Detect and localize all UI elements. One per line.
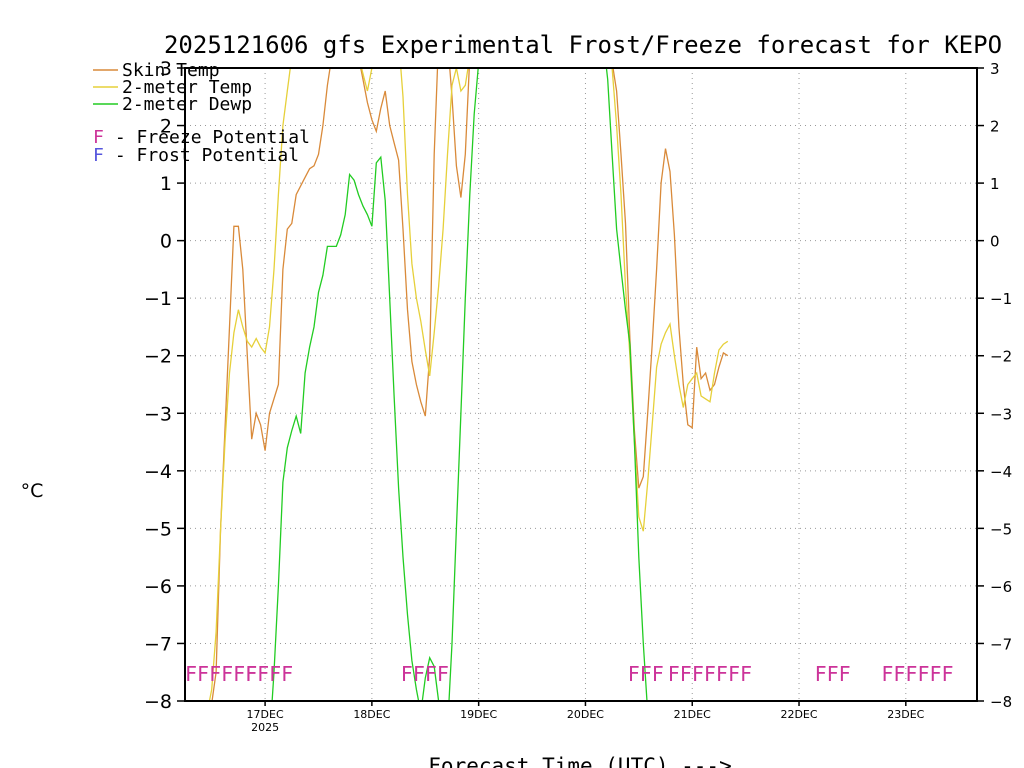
plot-frame (184, 67, 978, 702)
legend-freeze-label: - Freeze Potential (104, 127, 310, 148)
y-right-tick-label: −6 (990, 578, 1012, 596)
y-right-tick-label: 3 (990, 60, 1000, 78)
legend-frost-label: - Frost Potential (104, 145, 299, 166)
y-tick-label: 1 (160, 173, 172, 195)
x-tick-label: 22DEC (780, 708, 817, 721)
freeze-flag: FFFF (401, 662, 449, 686)
y-tick-label: −5 (144, 518, 172, 540)
gridlines (185, 68, 977, 701)
legend-label-dewp: 2-meter Dewp (122, 94, 252, 115)
y-tick-label: 3 (160, 58, 172, 80)
x-tick-label: 21DEC (674, 708, 711, 721)
y-tick-label: 0 (160, 231, 172, 253)
legend-frost-letter: F (93, 145, 104, 166)
freeze-flag: FFFFFF (185, 662, 257, 686)
y-axis-label: °C (21, 480, 44, 502)
y-right-tick-label: −5 (990, 520, 1012, 538)
y-tick-label: −6 (144, 576, 172, 598)
y-right-tick-label: −3 (990, 405, 1012, 423)
x-tick-label: 20DEC (567, 708, 604, 721)
y-right-tick-label: 0 (990, 233, 1000, 251)
freeze-flag: FFF (815, 662, 851, 686)
series-line-2-meter-dewp-2 (271, 68, 479, 701)
y-right-tick-label: −2 (990, 348, 1012, 366)
series-line-2-meter-temp-1 (208, 68, 469, 701)
y-tick-label: −8 (144, 691, 172, 713)
series-lines (185, 68, 729, 701)
y-axis-right: 3 2 1 0 −1 −2 −3 −4 −5 −6 −7 −8 (977, 60, 1012, 711)
y-right-tick-label: 2 (990, 118, 1000, 136)
y-tick-label: −1 (144, 288, 172, 310)
series-line-2-meter-dewp-5 (605, 68, 648, 701)
x-axis-label: Forecast Time (UTC) ---> (428, 754, 731, 768)
y-tick-label: −2 (144, 346, 172, 368)
freeze-flag: FFFFFFF (668, 662, 752, 686)
legend-label-skin: Skin Temp (122, 60, 220, 81)
legend-label-temp: 2-meter Temp (122, 77, 252, 98)
freeze-flag: FFFFFF (881, 662, 953, 686)
y-right-tick-label: −8 (990, 693, 1012, 711)
series-line-skin-temp-0 (185, 68, 470, 701)
y-right-tick-label: −1 (990, 290, 1012, 308)
y-right-tick-label: 1 (990, 175, 1000, 193)
chart-title: 2025121606 gfs Experimental Frost/Freeze… (164, 31, 1002, 59)
y-axis-left: 3 2 1 0 −1 −2 −3 −4 −5 −6 −7 −8 (144, 58, 185, 713)
x-tick-label: 19DEC (460, 708, 497, 721)
series-line-skin-temp-3 (612, 68, 729, 489)
series-line-2-meter-temp-4 (611, 68, 729, 532)
x-tick-label: 23DEC (887, 708, 924, 721)
freeze-flag: FFFF (245, 662, 293, 686)
y-right-tick-label: −7 (990, 635, 1012, 653)
y-tick-label: −7 (144, 633, 172, 655)
y-tick-label: 2 (160, 116, 172, 138)
y-tick-label: −4 (144, 461, 172, 483)
y-tick-label: −3 (144, 403, 172, 425)
freeze-flag: FFF (628, 662, 664, 686)
x-tick-sublabel: 2025 (251, 721, 279, 734)
x-tick-label: 18DEC (353, 708, 390, 721)
y-right-tick-label: −4 (990, 463, 1012, 481)
legend: Skin Temp 2-meter Temp 2-meter Dewp F - … (93, 60, 310, 166)
legend-freeze-letter: F (93, 127, 104, 148)
x-tick-label: 17DEC (247, 708, 284, 721)
